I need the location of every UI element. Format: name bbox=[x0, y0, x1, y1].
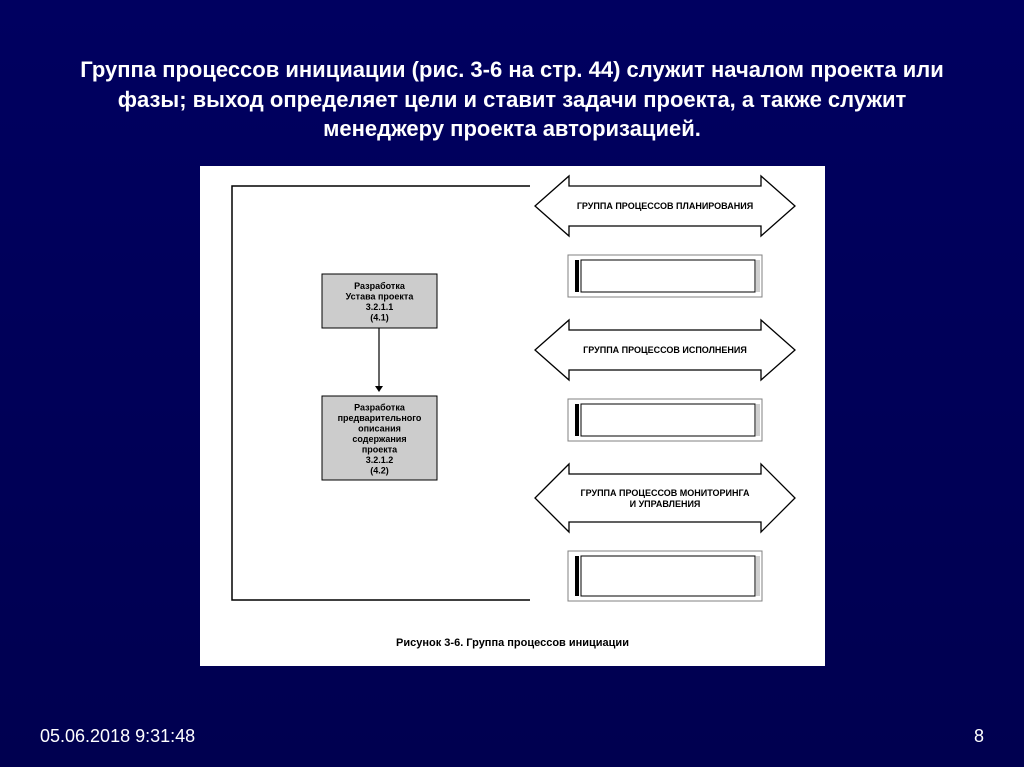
slide: Группа процессов инициации (рис. 3-6 на … bbox=[0, 0, 1024, 767]
slide-title: Группа процессов инициации (рис. 3-6 на … bbox=[0, 0, 1024, 154]
svg-text:Разработка: Разработка bbox=[354, 402, 406, 412]
diagram-panel: РазработкаУстава проекта3.2.1.1(4.1)Разр… bbox=[200, 166, 825, 666]
svg-text:описания: описания bbox=[358, 423, 401, 433]
svg-text:И УПРАВЛЕНИЯ: И УПРАВЛЕНИЯ bbox=[629, 499, 700, 509]
svg-text:(4.1): (4.1) bbox=[370, 313, 389, 323]
footer-page-number: 8 bbox=[974, 726, 984, 747]
svg-text:ГРУППА ПРОЦЕССОВ ПЛАНИРОВАНИЯ: ГРУППА ПРОЦЕССОВ ПЛАНИРОВАНИЯ bbox=[576, 201, 752, 211]
svg-text:ГРУППА ПРОЦЕССОВ ИСПОЛНЕНИЯ: ГРУППА ПРОЦЕССОВ ИСПОЛНЕНИЯ bbox=[583, 345, 747, 355]
footer: 05.06.2018 9:31:48 8 bbox=[0, 726, 1024, 747]
svg-text:проекта: проекта bbox=[361, 444, 397, 454]
svg-text:3.2.1.2: 3.2.1.2 bbox=[365, 455, 393, 465]
diagram-svg: РазработкаУстава проекта3.2.1.1(4.1)Разр… bbox=[200, 166, 825, 666]
svg-text:предварительного: предварительного bbox=[337, 413, 421, 423]
svg-text:Рисунок 3-6. Группа процессов: Рисунок 3-6. Группа процессов инициации bbox=[396, 637, 629, 649]
footer-datetime: 05.06.2018 9:31:48 bbox=[40, 726, 195, 747]
svg-text:ГРУППА ПРОЦЕССОВ МОНИТОРИНГА: ГРУППА ПРОЦЕССОВ МОНИТОРИНГА bbox=[580, 488, 749, 498]
svg-text:3.2.1.1: 3.2.1.1 bbox=[365, 302, 393, 312]
svg-text:содержания: содержания bbox=[352, 434, 406, 444]
svg-text:Разработка: Разработка bbox=[354, 281, 406, 291]
svg-text:Устава проекта: Устава проекта bbox=[345, 292, 414, 302]
svg-text:(4.2): (4.2) bbox=[370, 465, 389, 475]
